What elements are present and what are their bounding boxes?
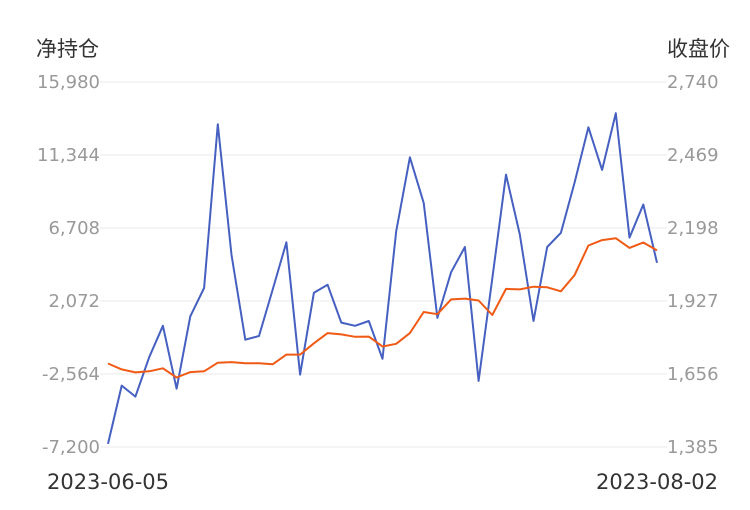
left-tick-label: 2,072 xyxy=(48,291,100,312)
left-axis-ticks: 15,980 11,344 6,708 2,072 -2,564 -7,200 xyxy=(37,72,100,458)
x-end-label: 2023-08-02 xyxy=(596,470,718,494)
left-tick-label: 15,980 xyxy=(37,72,100,93)
right-axis-ticks: 2,740 2,469 2,198 1,927 1,656 1,385 xyxy=(667,72,719,458)
left-tick-label: -2,564 xyxy=(42,364,100,385)
right-tick-label: 1,656 xyxy=(667,364,719,385)
left-tick-label: 11,344 xyxy=(37,145,100,166)
series-lines xyxy=(107,112,658,445)
left-axis-title: 净持仓 xyxy=(36,37,99,61)
right-axis-title: 收盘价 xyxy=(667,37,730,61)
right-tick-label: 2,469 xyxy=(667,145,719,166)
right-tick-label: 2,740 xyxy=(667,72,719,93)
net-position-line xyxy=(107,112,658,445)
right-tick-label: 2,198 xyxy=(667,218,719,239)
right-tick-label: 1,927 xyxy=(667,291,719,312)
right-tick-label: 1,385 xyxy=(667,437,719,458)
left-tick-label: -7,200 xyxy=(42,437,100,458)
x-start-label: 2023-06-05 xyxy=(47,470,169,494)
close-price-line xyxy=(107,237,658,379)
grid-lines xyxy=(100,81,667,448)
left-tick-label: 6,708 xyxy=(48,218,100,239)
